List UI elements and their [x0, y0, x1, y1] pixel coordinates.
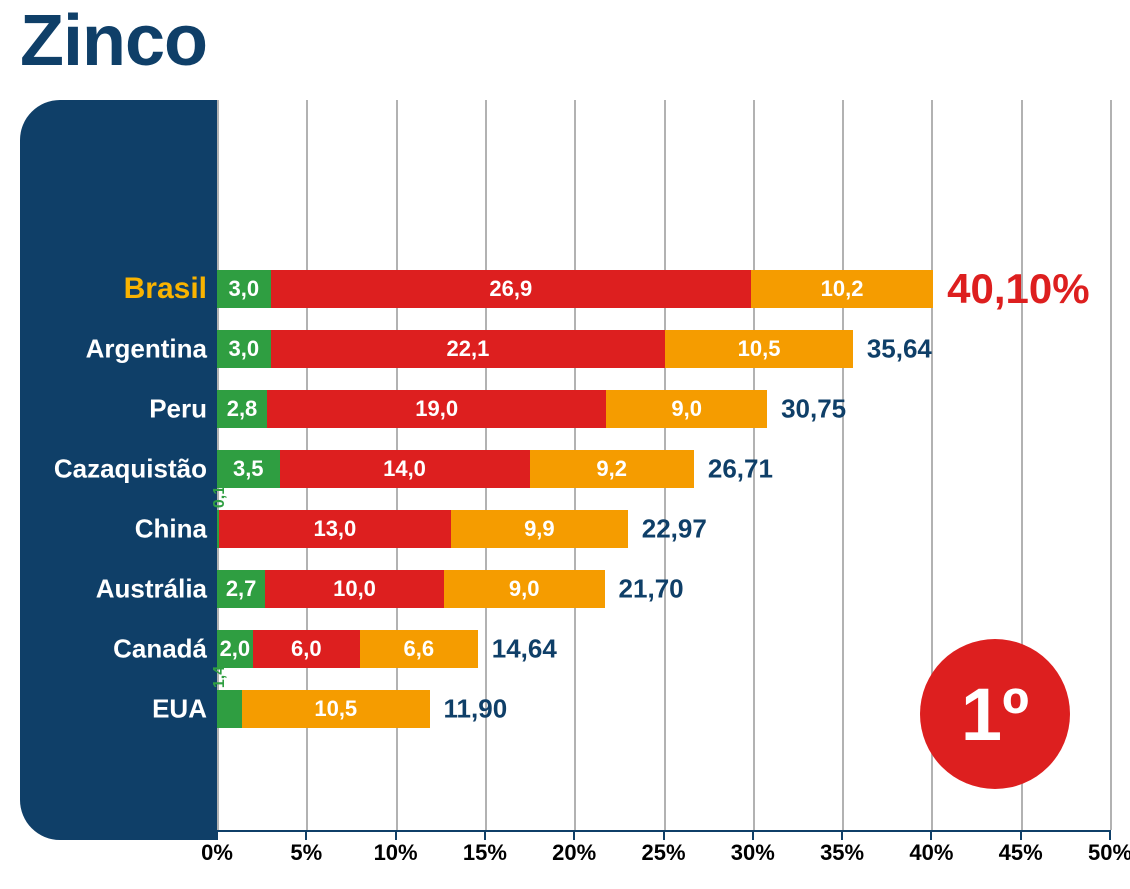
bar-segment: 3,5	[217, 450, 280, 488]
row-total: 21,70	[619, 574, 684, 605]
x-tick-label: 15%	[463, 840, 507, 866]
x-tick-label: 25%	[641, 840, 685, 866]
segment-value: 9,2	[596, 456, 627, 482]
segment-value: 10,5	[738, 336, 781, 362]
x-tick-label: 45%	[999, 840, 1043, 866]
segment-value: 3,0	[228, 336, 259, 362]
bar-segment: 9,9	[451, 510, 628, 548]
segment-value: 14,0	[383, 456, 426, 482]
x-tick-mark	[216, 830, 218, 840]
x-tick-label: 5%	[290, 840, 322, 866]
x-tick-mark	[1109, 830, 1111, 840]
x-tick-label: 35%	[820, 840, 864, 866]
page: Zinco 0% 5% 10% 15% 20% 25% 30% 35% 40% 45% 50% Bra…	[0, 0, 1130, 889]
row-total: 11,90	[444, 694, 508, 725]
row-label: Brasil	[124, 272, 217, 306]
segment-value: 2,0	[220, 636, 251, 662]
bar-segment: 22,1	[271, 330, 666, 368]
segment-value: 9,0	[671, 396, 702, 422]
bar-segment: 9,0	[606, 390, 767, 428]
segment-value: 2,8	[227, 396, 258, 422]
bar-segment: 10,5	[665, 330, 853, 368]
bar-segment: 6,6	[360, 630, 478, 668]
gridline	[842, 100, 844, 830]
bar-segment: 13,0	[219, 510, 451, 548]
x-tick-label: 30%	[731, 840, 775, 866]
rank-badge-text: 1º	[961, 672, 1029, 757]
x-tick-label: 40%	[909, 840, 953, 866]
chart-title: Zinco	[20, 0, 207, 82]
segment-value: 3,0	[228, 276, 259, 302]
segment-value: 6,0	[291, 636, 322, 662]
row-total: 35,64	[867, 334, 932, 365]
x-tick-label: 20%	[552, 840, 596, 866]
bar-segment: 2,8	[217, 390, 267, 428]
x-tick-label: 0%	[201, 840, 233, 866]
row-label: Cazaquistão	[54, 454, 217, 485]
row-label: Austrália	[96, 574, 217, 605]
bar-segment: 1,4	[217, 690, 242, 728]
segment-value: 3,5	[233, 456, 264, 482]
x-tick-mark	[573, 830, 575, 840]
segment-value: 26,9	[489, 276, 532, 302]
segment-value: 0,1	[211, 486, 229, 508]
row-total: 22,97	[642, 514, 707, 545]
bar-segment: 9,2	[530, 450, 694, 488]
x-tick-label: 10%	[374, 840, 418, 866]
bar-segment: 14,0	[280, 450, 530, 488]
bar-segment: 10,5	[242, 690, 430, 728]
row-total: 14,64	[492, 634, 557, 665]
bar-segment: 9,0	[444, 570, 605, 608]
bar-segment: 19,0	[267, 390, 606, 428]
segment-value: 9,0	[509, 576, 540, 602]
x-tick-mark	[484, 830, 486, 840]
bar-segment: 3,0	[217, 330, 271, 368]
row-label: Canadá	[113, 634, 217, 665]
row-label: Peru	[149, 394, 217, 425]
x-tick-mark	[1020, 830, 1022, 840]
bar-segment: 10,2	[751, 270, 933, 308]
segment-value: 22,1	[447, 336, 490, 362]
bar-segment: 3,0	[217, 270, 271, 308]
bar-segment: 2,0	[217, 630, 253, 668]
segment-value: 9,9	[524, 516, 555, 542]
segment-value: 1,4	[211, 666, 229, 688]
segment-value: 19,0	[415, 396, 458, 422]
segment-value: 10,0	[333, 576, 376, 602]
row-total: 26,71	[708, 454, 773, 485]
segment-value: 10,2	[821, 276, 864, 302]
gridline	[1110, 100, 1112, 830]
x-tick-mark	[930, 830, 932, 840]
bar-segment: 26,9	[271, 270, 751, 308]
x-tick-mark	[305, 830, 307, 840]
x-tick-mark	[841, 830, 843, 840]
row-label: Argentina	[86, 334, 217, 365]
x-tick-mark	[663, 830, 665, 840]
x-tick-label: 50%	[1088, 840, 1130, 866]
x-tick-mark	[752, 830, 754, 840]
segment-value: 13,0	[313, 516, 356, 542]
bar-segment: 2,7	[217, 570, 265, 608]
rank-badge: 1º	[920, 639, 1070, 789]
bar-segment: 6,0	[253, 630, 360, 668]
x-tick-mark	[395, 830, 397, 840]
segment-value: 10,5	[314, 696, 357, 722]
row-label: EUA	[152, 694, 217, 725]
bar-segment: 10,0	[265, 570, 444, 608]
row-label: China	[135, 514, 217, 545]
segment-value: 6,6	[404, 636, 435, 662]
row-total: 40,10%	[947, 265, 1089, 313]
segment-value: 2,7	[226, 576, 257, 602]
row-total: 30,75	[781, 394, 846, 425]
